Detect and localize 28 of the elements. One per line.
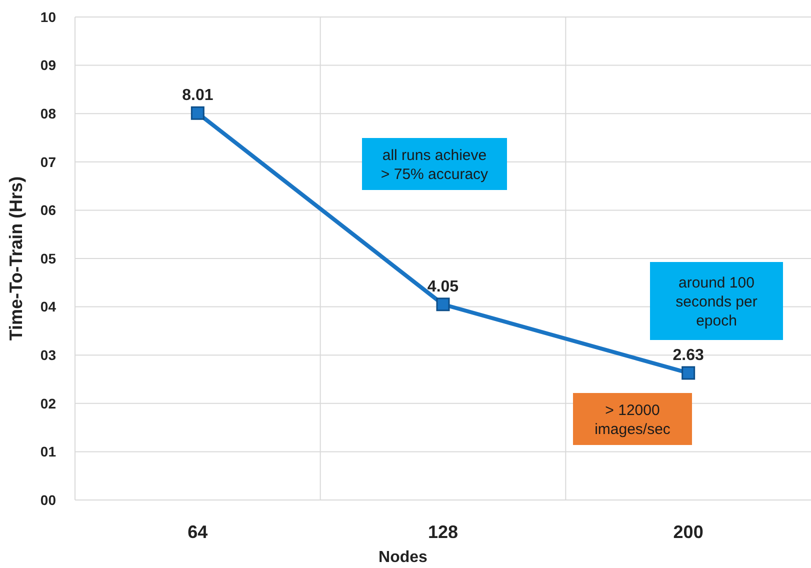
data-label: 4.05: [427, 278, 459, 296]
note-box: all runs achieve > 75% accuracy: [362, 138, 507, 190]
x-tick-label: 64: [188, 522, 208, 542]
y-tick-label: 05: [40, 250, 56, 266]
data-label: 8.01: [182, 87, 214, 104]
y-tick-label: 04: [40, 298, 56, 315]
note-box: around 100 seconds per epoch: [650, 262, 783, 340]
x-axis-title: Nodes: [378, 549, 428, 566]
y-tick-label: 06: [40, 202, 56, 218]
annotation: > 12000 images/sec: [594, 402, 671, 438]
y-tick-label: 01: [40, 444, 56, 460]
annotation: all runs achieve > 75% accuracy: [380, 146, 489, 183]
point: [682, 366, 696, 380]
y-axis-title: Time-To-Train (Hrs): [6, 176, 26, 341]
y-tick-label: 10: [40, 8, 56, 25]
y-tick-label: 09: [40, 57, 56, 74]
y-tick-label: 08: [40, 106, 56, 122]
point: [436, 298, 450, 312]
y-tick-label: 03: [40, 347, 56, 363]
x-tick-label: 200: [673, 522, 704, 542]
y-tick-label: 07: [40, 154, 56, 170]
annotation: around 100 seconds per epoch: [676, 274, 758, 330]
point: [190, 106, 204, 120]
y-tick-label: 00: [40, 492, 56, 508]
y-tick-label: 02: [40, 395, 56, 412]
x-tick-label: 128: [428, 522, 458, 542]
data-label: 2.63: [672, 346, 704, 364]
note-box: > 12000 images/sec: [573, 393, 692, 445]
